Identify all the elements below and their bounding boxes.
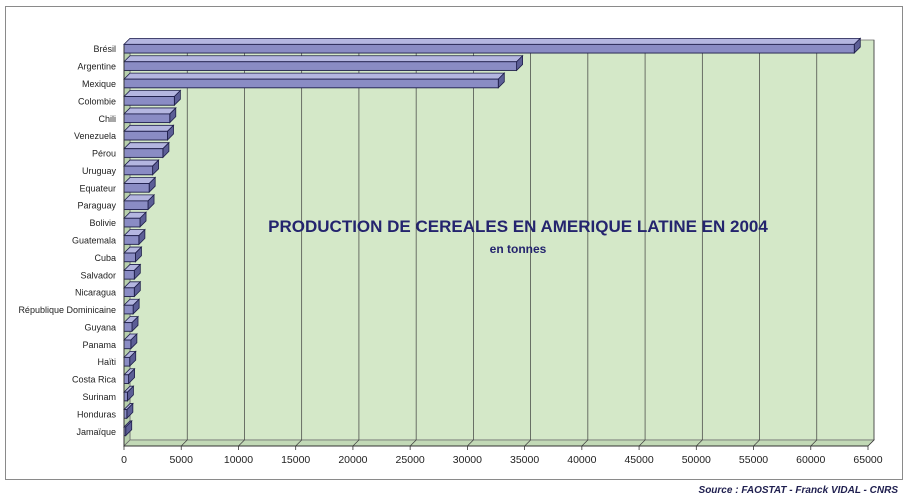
gridline-floor [696,439,703,447]
x-tick-label: 50000 [682,454,711,466]
y-tick-label: Panama [82,340,116,350]
bar-top [123,55,524,63]
y-tick-label: Paraguay [77,201,116,211]
y-tick-label: Bolivie [89,218,116,228]
y-tick-label: Argentine [77,62,116,72]
chart-title: PRODUCTION DE CEREALES EN AMERIQUE LATIN… [268,217,768,236]
y-tick-label: Colombie [78,96,116,106]
y-tick-label: Guyana [84,322,116,332]
bar [123,391,128,402]
bar-top [123,107,177,115]
y-tick-label: République Dominicaine [18,305,116,315]
y-tick-label: Salvador [80,270,116,280]
y-tick-label: Brésil [93,44,116,54]
bar-chart: 0 5000 10000 15000 20000 25000 30000 35000 40000… [18,37,883,466]
gridline-floor [295,439,302,447]
gridline-floor [581,439,589,447]
bar [123,235,140,245]
gridline-floor [867,439,875,447]
gridline-floor [638,439,646,447]
bar [123,269,135,280]
x-tick-label: 15000 [281,454,310,466]
y-tick-label: Surinam [82,392,116,402]
y-tick-label: Mexique [82,79,116,89]
gridline-floor [409,439,417,447]
gridline-floor [238,439,245,447]
y-tick-label: Uruguay [82,166,117,176]
y-tick-label: Guatemala [72,236,116,246]
bar [123,374,130,384]
gridline-floor [180,439,188,447]
y-tick-label: Cuba [94,253,116,263]
bar [123,304,134,315]
x-tick-label: 10000 [224,454,253,466]
bar [123,252,136,263]
chart-subtitle: en tonnes [490,242,547,256]
gridline-floor [810,439,818,447]
bar [123,78,499,89]
bar-top [123,37,862,45]
bar [123,356,131,367]
gridline-floor [524,439,531,447]
plot-area [129,39,875,441]
bar [123,200,149,211]
y-tick-label: Honduras [77,409,117,419]
x-tick-label: 5000 [170,454,194,466]
bar [123,183,150,193]
bar [123,287,135,297]
x-tick-label: 65000 [853,454,882,466]
y-tick-label: Haïti [97,357,116,367]
x-tick-label: 20000 [338,454,367,466]
y-tick-label: Costa Rica [72,375,116,385]
bar-top [123,72,506,80]
y-tick-label: Jamaïque [76,427,116,437]
bar [123,148,164,158]
y-tick-label: Equateur [79,183,116,193]
gridline-floor [467,439,474,447]
y-tick-label: Nicaragua [75,288,116,298]
bar [123,339,132,350]
x-tick-label: 45000 [624,454,653,466]
bar [123,61,518,71]
x-tick-label: 35000 [510,454,539,466]
x-tick-label: 55000 [739,454,768,466]
gridline-floor [753,439,760,447]
bar [123,96,175,106]
bar [123,130,168,141]
plot-floor [123,439,875,447]
bar-top [123,90,182,97]
bar [123,322,133,332]
x-tick-label: 30000 [453,454,482,466]
x-tick-label: 25000 [396,454,425,466]
x-tick-label: 0 [121,454,127,466]
bar [123,113,171,124]
bar [123,217,141,228]
bar-top [123,142,170,150]
bar-top [123,124,175,132]
y-tick-label: Venezuela [74,131,116,141]
bar [123,165,154,176]
gridline-floor [352,439,360,447]
x-tick-label: 40000 [567,454,596,466]
y-tick-label: Pérou [92,149,116,159]
x-tick-label: 60000 [796,454,825,466]
bar [123,43,855,54]
source-note: Source : FAOSTAT - Franck VIDAL - CNRS [698,485,898,496]
y-tick-label: Chili [98,114,116,124]
